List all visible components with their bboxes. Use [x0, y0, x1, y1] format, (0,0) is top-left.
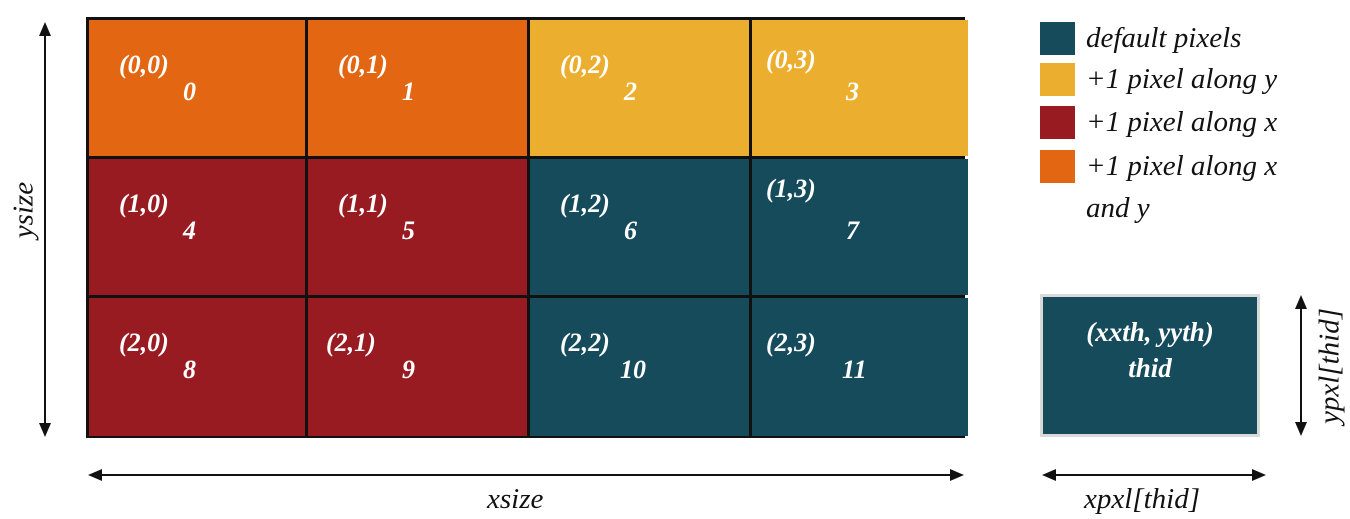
- legend-swatch: [1040, 150, 1075, 183]
- cell-thread-id: 10: [620, 355, 646, 384]
- grid-cell: (2,0) 8: [89, 298, 305, 436]
- grid-cell: (2,3) 11: [752, 298, 968, 436]
- cell-thread-id: 0: [183, 77, 196, 106]
- arrow-shaft: [1052, 474, 1258, 476]
- grid-cell: (1,1) 5: [308, 159, 527, 295]
- arrow-head-down: [1295, 422, 1307, 436]
- cell-coordinate: (0,3): [766, 45, 816, 74]
- cell-thread-id: 2: [624, 77, 637, 106]
- cell-coordinate: (0,1): [338, 50, 388, 79]
- legend-label: +1 pixel along x and y: [1086, 150, 1278, 224]
- cell-thread-id: 6: [624, 216, 637, 245]
- legend-swatch: [1040, 106, 1075, 139]
- grid-cell: (0,0) 0: [89, 20, 305, 156]
- cell-coordinate: (2,0): [119, 328, 169, 357]
- cell-thread-id: 8: [183, 355, 196, 384]
- grid-cell: (1,0) 4: [89, 159, 305, 295]
- legend-label: +1 pixel along y: [1086, 63, 1278, 95]
- cell-coordinate: (1,1): [338, 189, 388, 218]
- cell-thread-id: 7: [846, 216, 859, 245]
- arrow-head-right: [1252, 469, 1266, 481]
- legend-item: +1 pixel along x and y: [1040, 150, 1326, 229]
- arrow-head-up: [1295, 295, 1307, 309]
- cell-coordinate: (2,3): [766, 328, 816, 357]
- cell-coordinate: (2,1): [326, 328, 376, 357]
- legend-label: +1 pixel along x: [1086, 106, 1278, 138]
- legend-item: default pixels: [1040, 22, 1336, 59]
- ysize-label: ysize: [7, 181, 40, 239]
- grid-cell: (1,2) 6: [530, 159, 749, 295]
- thread-tile-coordinate: (xxth, yyth): [1086, 317, 1214, 347]
- thread-tile-id: thid: [1128, 353, 1172, 383]
- thread-tile: (xxth, yyth) thid: [1040, 294, 1260, 437]
- cell-thread-id: 5: [402, 216, 415, 245]
- cell-thread-id: 3: [846, 77, 859, 106]
- arrow-head-left: [1042, 469, 1056, 481]
- cell-coordinate: (2,2): [560, 328, 610, 357]
- arrow-shaft: [1300, 305, 1302, 427]
- cell-coordinate: (1,3): [766, 174, 816, 203]
- legend-swatch: [1040, 63, 1075, 96]
- cell-coordinate: (1,0): [119, 189, 169, 218]
- grid-cell: (1,3) 7: [752, 159, 968, 295]
- grid-cell: (2,1) 9: [308, 298, 527, 436]
- cell-thread-id: 1: [402, 77, 415, 106]
- grid-cell: (0,1) 1: [308, 20, 527, 156]
- cell-coordinate: (0,0): [119, 50, 169, 79]
- cell-coordinate: (1,2): [560, 189, 610, 218]
- arrow-shaft: [98, 474, 956, 476]
- arrow-shaft: [44, 32, 46, 428]
- arrow-head-down: [39, 423, 51, 437]
- xsize-label: xsize: [487, 483, 544, 515]
- arrow-head-up: [39, 22, 51, 36]
- legend-item: +1 pixel along x: [1040, 106, 1336, 143]
- cell-coordinate: (0,2): [560, 50, 610, 79]
- grid-cell: (0,3) 3: [752, 20, 968, 156]
- arrow-head-left: [88, 469, 102, 481]
- cell-thread-id: 9: [402, 355, 415, 384]
- legend-label: default pixels: [1086, 22, 1242, 54]
- thread-grid: (0,0) 0 (0,1) 1 (0,2) 2 (0,3) 3 (1,0) 4 …: [86, 17, 968, 438]
- cell-thread-id: 11: [842, 355, 867, 384]
- grid-cell: (2,2) 10: [530, 298, 749, 436]
- cell-thread-id: 4: [183, 216, 196, 245]
- grid-cell: (0,2) 2: [530, 20, 749, 156]
- legend-item: +1 pixel along y: [1040, 63, 1336, 100]
- legend-swatch: [1040, 22, 1075, 55]
- ypxl-label: ypxl[thid]: [1313, 308, 1346, 424]
- xpxl-label: xpxl[thid]: [1084, 483, 1200, 515]
- arrow-head-right: [950, 469, 964, 481]
